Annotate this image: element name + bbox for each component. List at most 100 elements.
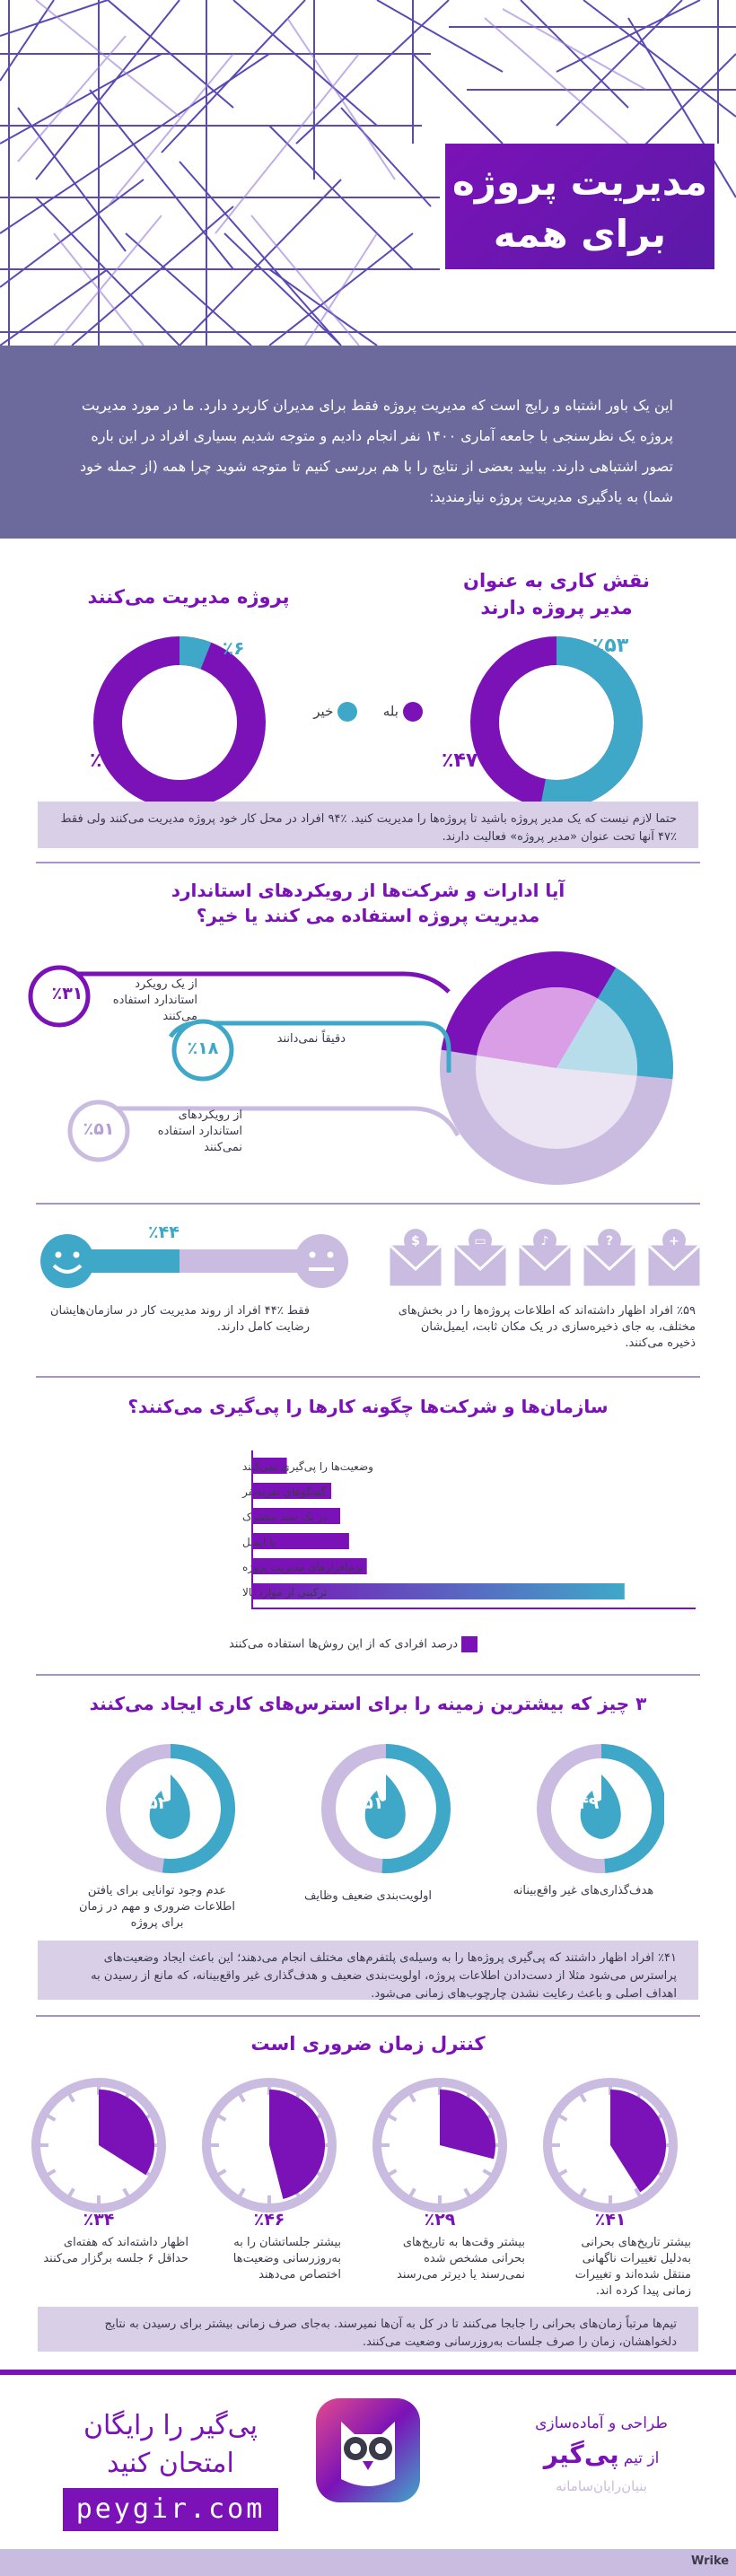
storage-text: ٪۵۹ افراد اظهار داشته‌اند که اطلاعات پرو… (398, 1304, 696, 1350)
storage-icons: $ ▭ ♪? + (389, 1229, 700, 1286)
not-standard-pct: ٪۵۱ (83, 1119, 115, 1139)
question-icon (598, 1229, 621, 1252)
clock-wedge (99, 2090, 154, 2176)
clock-wedge (269, 2090, 325, 2200)
standard-pct: ٪۳۱ (51, 984, 83, 1003)
x-tick-label: ۰ (248, 1615, 256, 1616)
x-tick-label: ۵ (292, 1615, 300, 1616)
intro-text: این یک باور اشتباه و رایج است که مدیریت … (79, 397, 673, 505)
svg-text:♪: ♪ (541, 1234, 549, 1249)
bar-legend-swatch (461, 1636, 478, 1652)
cta-block: پی‌گیر را رایگان امتحان کنید peygir.com (63, 2407, 278, 2531)
svg-text:+: + (669, 1234, 679, 1249)
donut-legend: بله خیر (305, 702, 431, 722)
footer-credit-block: طراحی و آماده‌سازی از تیم پی‌گیر بنیان‌ر… (498, 2414, 705, 2494)
divider (36, 1203, 700, 1205)
credit-bar (0, 2549, 736, 2576)
donut-left-yes (93, 636, 266, 809)
satisfaction-text: فقط ٪۴۴ افراد از روند مدیریت کار در سازم… (49, 1304, 310, 1334)
standard-approach-graphic (28, 951, 673, 1185)
dollar-icon (404, 1229, 427, 1252)
svg-text:$: $ (411, 1234, 420, 1249)
section6-note: تیم‌ها مرتباً زمان‌های بحرانی را جابجا م… (38, 2307, 698, 2352)
donut-left-big-pct: ٪۹۴ (90, 749, 127, 772)
clock-pct-1: ٪۴۱ (594, 2210, 626, 2230)
title-box: مدیریت پروژه برای همه (445, 144, 714, 269)
donut-right-no (470, 636, 643, 809)
section1-right-title: نقش کاری به عنوان مدیر پروژه دارند (463, 570, 650, 618)
donut-left-small-pct: ٪۶ (223, 637, 245, 659)
bar (251, 1458, 287, 1474)
unknown-pct: ٪۱۸ (187, 1038, 219, 1058)
donut-left-no (93, 636, 266, 809)
connector-unknown (168, 1021, 451, 1073)
geometric-pattern (0, 0, 736, 346)
plus-icon (662, 1229, 686, 1252)
legend-no-dot (337, 702, 358, 722)
happy-face-icon (40, 1234, 94, 1288)
bar (251, 1583, 625, 1599)
design-line2: از تیم پی‌گیر (543, 2440, 660, 2469)
stress-pct-3: ٪۵۲ (136, 1793, 169, 1813)
stress-ring-fill (321, 1744, 451, 1873)
x-tick-label: ۱۰ (332, 1615, 347, 1616)
pie-inner-unknown (556, 998, 637, 1076)
stress-ring-fill (537, 1744, 664, 1873)
bar-category-label: گفتگوهای نفربه‌نفر (241, 1485, 327, 1499)
clock-pct-4: ٪۳۴ (83, 2210, 115, 2230)
x-tick-label: ۳۵ (555, 1615, 570, 1616)
donut-right-small-pct: ٪۴۷ (442, 749, 478, 772)
credit-logo: Wrike (691, 2554, 730, 2568)
x-tick-label: ۳۰ (510, 1615, 525, 1616)
page-subtitle: برای همه (493, 212, 667, 256)
bar (251, 1483, 332, 1499)
tracking-bar-chart: وضعیت‌ها را پی‌گیری نمی‌کنند گفتگوهای نفر… (241, 1450, 704, 1616)
x-tick-label: ۲۵ (466, 1615, 481, 1616)
header-banner: مدیریت پروژه برای همه (0, 0, 736, 346)
section1-note: حتما لازم نیست که یک مدیر پروژه باشید تا… (38, 802, 698, 848)
site-link[interactable]: peygir.com (63, 2488, 278, 2531)
y-axis (251, 1450, 253, 1608)
stress-pct-1: ٪۴۹ (567, 1793, 600, 1813)
clock-label-3: بیشتر جلساتشان را به به‌روزرسانی وضعیت‌ه… (232, 2236, 341, 2282)
divider (36, 2015, 700, 2017)
page-title: مدیریت پروژه (452, 160, 707, 204)
clock-pct-3: ٪۴۶ (253, 2210, 285, 2230)
stress-label-2: اولویت‌بندی ضعیف وظایف (303, 1889, 433, 1903)
bar-category-label: با ایمیل (242, 1536, 276, 1548)
flame-icon (149, 1774, 190, 1839)
satisfaction-meter (40, 1234, 348, 1288)
bar-legend: درصد افرادی که از این روش‌ها استفاده می‌… (229, 1636, 624, 1652)
clock-wedge (440, 2090, 495, 2160)
clock-label-2: بیشتر وقت‌ها به تاریخ‌های بحرانی مشخص شد… (397, 2236, 525, 2282)
section4-title: سازمان‌ها و شرکت‌ها چگونه کارها را پی‌گی… (127, 1396, 609, 1417)
section2-title: آیا ادارات و شرکت‌ها از رویکردهای استاند… (171, 880, 565, 926)
not-standard-label: از رویکردهای استاندارد استفاده نمی‌کنند (157, 1108, 242, 1154)
stress-ring-fill (106, 1744, 235, 1873)
satisfaction-pct: ٪۴۴ (148, 1222, 180, 1242)
section5-title: ۳ چیز که بیشترین زمینه را برای استرس‌های… (89, 1693, 647, 1714)
meter-fill (81, 1249, 180, 1273)
standard-label: از یک رویکرد استاندارد استفاده می‌کنند (112, 977, 197, 1023)
flame-icon (364, 1774, 406, 1839)
x-tick-label: ۴۵ (644, 1615, 659, 1616)
stress-label-1: هدف‌گذاری‌های غیر واقع‌بینانه (513, 1884, 654, 1897)
divider (36, 862, 700, 863)
clock-wedge (610, 2090, 666, 2193)
bar-category-label: نرم‌افزارهای مدیریت پروژه (242, 1561, 364, 1574)
badge-standard (28, 965, 91, 1028)
cta-text: پی‌گیر را رایگان امتحان کنید (83, 2410, 258, 2479)
bar (251, 1508, 340, 1524)
neutral-face-icon (294, 1234, 348, 1288)
bar-legend-label: درصد افرادی که از این روش‌ها استفاده می‌… (229, 1637, 459, 1652)
legend-yes-dot (402, 702, 423, 722)
flame-icon (580, 1774, 621, 1839)
section6-title: کنترل زمان ضروری است (250, 2033, 486, 2055)
svg-text:▭: ▭ (474, 1234, 486, 1249)
donut-right (470, 636, 643, 809)
divider (36, 1376, 700, 1378)
x-tick-label: ۱۵ (377, 1615, 392, 1616)
legend-yes-label: بله (382, 703, 399, 720)
bar (251, 1558, 367, 1574)
stress-rings (106, 1744, 664, 1873)
